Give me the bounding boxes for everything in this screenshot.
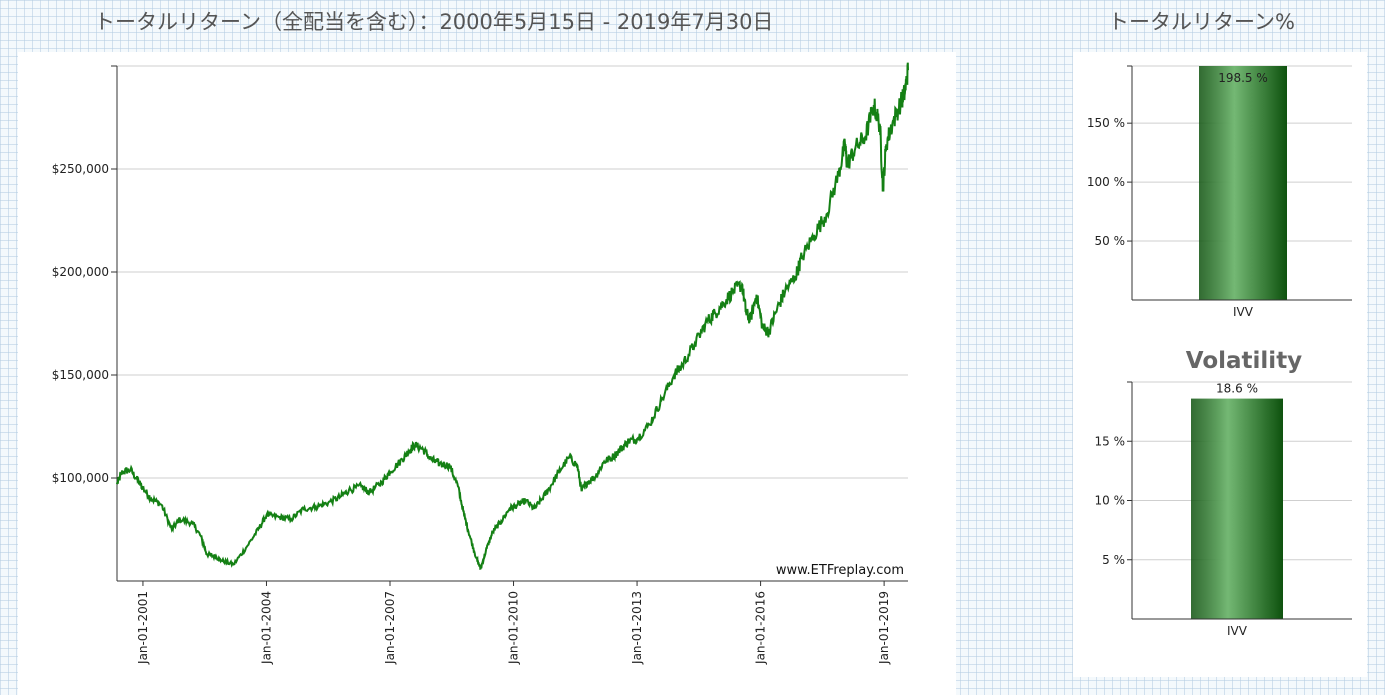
total-return-bar-chart: 50 % 100 % 150 % 198.5 % IVV [1087, 65, 1352, 319]
x-tick-label: Jan-01-2019 [877, 591, 891, 665]
y-tick-label: 15 % [1095, 434, 1126, 448]
bar-data-label: 198.5 % [1218, 71, 1268, 85]
y-tick-label: 150 % [1087, 116, 1125, 130]
volatility-bar-chart: Volatility 5 % 10 % 15 % 18.6 % IVV [1095, 348, 1352, 638]
total-return-title: トータルリターン% [1108, 10, 1295, 34]
volatility-title: Volatility [1186, 348, 1302, 374]
y-tick-label: 100 % [1087, 175, 1125, 189]
x-category-label: IVV [1227, 624, 1248, 638]
y-axis-ticks: $100,000 $150,000 $200,000 $250,000 [52, 65, 117, 485]
x-tick-label: Jan-01-2007 [383, 591, 397, 665]
total-return-line-chart: $100,000 $150,000 $200,000 $250,000 Jan-01-… [52, 62, 909, 665]
x-category-label: IVV [1233, 305, 1254, 319]
x-tick-label: Jan-01-2004 [259, 591, 273, 665]
axes [116, 66, 908, 582]
x-tick-label: Jan-01-2010 [507, 591, 521, 665]
y-tick-label: $100,000 [52, 471, 109, 485]
bar-data-label: 18.6 % [1216, 382, 1258, 396]
y-tick-label: $250,000 [52, 162, 109, 176]
gridlines [117, 65, 908, 479]
x-axis-ticks: Jan-01-2001 Jan-01-2004 Jan-01-2007 Jan-01-… [136, 581, 891, 665]
side-bar-charts-panel: 50 % 100 % 150 % 198.5 % IVV Volatility 5 % 10… [1073, 52, 1367, 677]
x-tick-label: Jan-01-2001 [136, 591, 150, 665]
bar-ivv [1191, 398, 1283, 619]
total-return-line-chart-panel: $100,000 $150,000 $200,000 $250,000 Jan-01-… [18, 52, 956, 695]
bar-charts: 50 % 100 % 150 % 198.5 % IVV Volatility 5 % 10… [1087, 65, 1352, 638]
bar-ivv [1199, 66, 1287, 300]
y-tick-label: $200,000 [52, 265, 109, 279]
x-tick-label: Jan-01-2013 [630, 591, 644, 665]
x-tick-label: Jan-01-2016 [754, 591, 768, 665]
y-tick-label: $150,000 [52, 368, 109, 382]
chart-title: トータルリターン（全配当を含む）：2000年5月15日 - 2019年7月30日 [94, 10, 774, 34]
total-return-series-line [116, 62, 909, 571]
y-tick-label: 5 % [1102, 553, 1125, 567]
y-tick-label: 50 % [1095, 234, 1126, 248]
y-tick-label: 10 % [1095, 494, 1126, 508]
watermark-text: www.ETFreplay.com [776, 563, 904, 578]
